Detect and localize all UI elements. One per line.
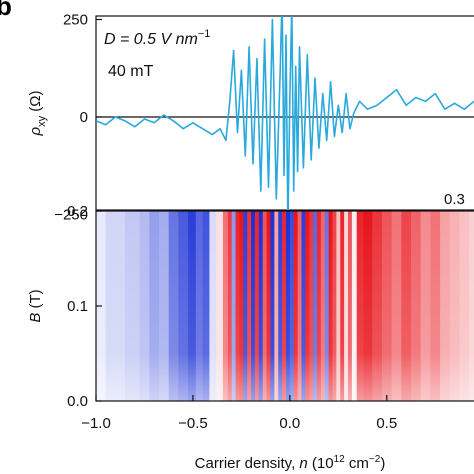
heatmap-y-axis-label: B (T): [27, 289, 44, 322]
line-y-ticks: 250 0 −250: [54, 12, 102, 224]
panel-label: b: [0, 0, 12, 21]
rho-xy-series-line: [96, 16, 474, 210]
displacement-field-annotation: D = 0.5 V nm−1: [104, 28, 210, 48]
heatmap-fade-overlay: [96, 211, 474, 401]
heatmap-panel: 0.2 0.1 0.0 −1.0 −0.5 0.0 0.5 0.3 B (T) Carri…: [27, 191, 474, 472]
line-panel: 250 0 −250 D = 0.5 V nm−1 40 mT ρxy (Ω): [27, 12, 474, 224]
line-y-tick-label: −250: [54, 207, 88, 224]
heatmap-x-tick-label: −0.5: [178, 415, 208, 432]
line-y-axis-label: ρxy (Ω): [27, 91, 48, 137]
line-y-tick-label: 250: [63, 12, 88, 29]
magnetic-field-annotation: 40 mT: [108, 63, 154, 80]
heatmap-y-tick-label: 0.2: [67, 203, 88, 220]
heatmap-y-tick-label: 0.1: [67, 298, 88, 315]
heatmap-x-ticks: −1.0 −0.5 0.0 0.5: [81, 395, 397, 432]
heatmap-y-tick-label: 0.0: [67, 393, 88, 410]
colorbar-label: 0.3: [444, 191, 465, 208]
line-y-tick-label: 0: [80, 109, 88, 126]
heatmap-y-ticks: 0.2 0.1 0.0: [67, 203, 102, 410]
heatmap-x-axis-label: Carrier density, n (1012 cm−2): [195, 454, 386, 472]
heatmap-x-tick-label: 0.5: [376, 415, 397, 432]
heatmap-x-tick-label: −1.0: [81, 415, 111, 432]
heatmap-x-tick-label: 0.0: [279, 415, 300, 432]
